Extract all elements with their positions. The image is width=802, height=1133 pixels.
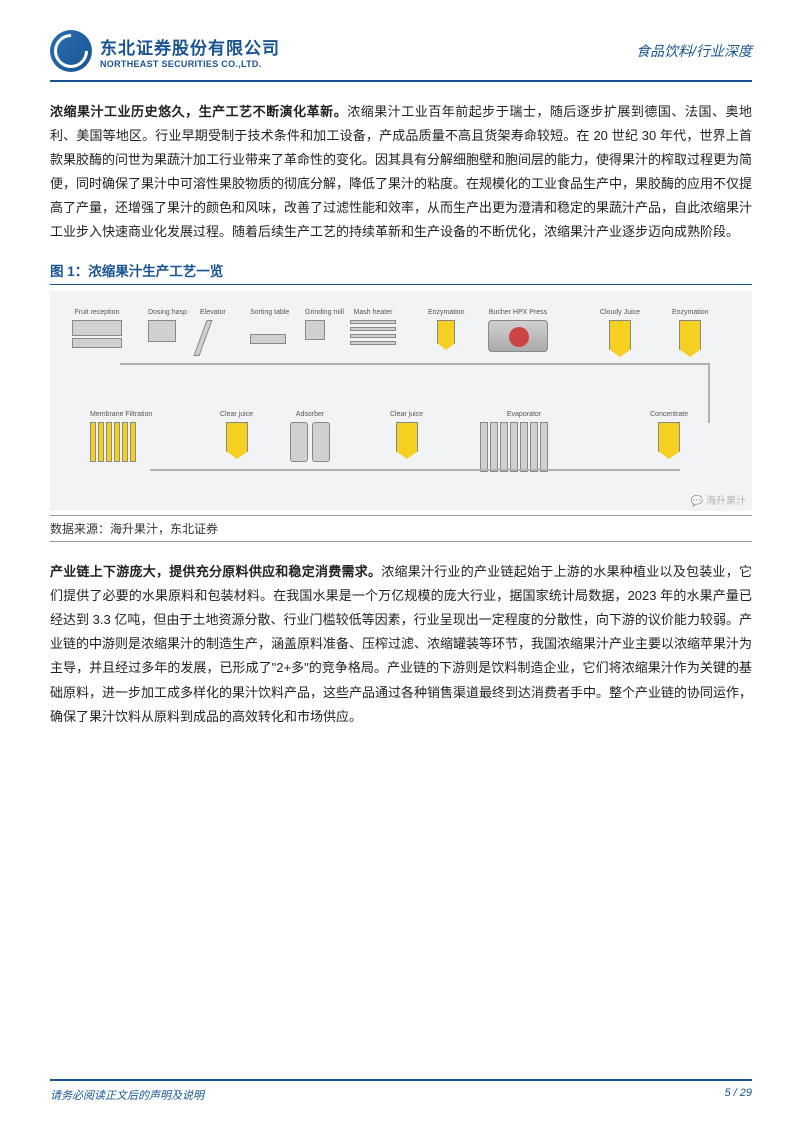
- unit-elevator: Elevator: [200, 309, 226, 356]
- figure-1-title: 图 1：浓缩果汁生产工艺一览: [50, 260, 752, 285]
- unit-enzymation-2: Enzymation: [672, 309, 709, 350]
- para2-body: 浓缩果汁行业的产业链起始于上游的水果种植业以及包装业，它们提供了必要的水果原料和…: [50, 564, 752, 723]
- company-logo-icon: [50, 30, 92, 72]
- unit-concentrate: Concentrate: [650, 411, 688, 452]
- para2-lead: 产业链上下游庞大，提供充分原料供应和稳定消费需求。: [50, 564, 381, 579]
- logo-block: 东北证券股份有限公司 NORTHEAST SECURITIES CO.,LTD.: [50, 30, 280, 72]
- page-header: 东北证券股份有限公司 NORTHEAST SECURITIES CO.,LTD.…: [50, 30, 752, 82]
- unit-mash-heater: Mash heater: [350, 309, 396, 345]
- paragraph-1: 浓缩果汁工业历史悠久，生产工艺不断演化革新。浓缩果汁工业百年前起步于瑞士，随后逐…: [50, 100, 752, 244]
- pipe-top: [120, 363, 710, 365]
- para1-body: 浓缩果汁工业百年前起步于瑞士，随后逐步扩展到德国、法国、奥地利、美国等地区。行业…: [50, 104, 752, 239]
- figure-watermark: 💬 海升果汁: [691, 492, 746, 507]
- doc-category: 食品饮料/行业深度: [636, 41, 752, 61]
- paragraph-2: 产业链上下游庞大，提供充分原料供应和稳定消费需求。浓缩果汁行业的产业链起始于上游…: [50, 560, 752, 728]
- figure-1-diagram: Fruit reception Dosing hasp Elevator Sor…: [50, 291, 752, 511]
- page-footer: 请务必阅读正文后的声明及说明 5 / 29: [50, 1079, 752, 1103]
- unit-sorting-table: Sorting table: [250, 309, 289, 344]
- unit-bucher-press: Bucher HPX Press: [488, 309, 548, 352]
- pipe-bottom: [150, 469, 680, 471]
- unit-enzymation-1: Enzymation: [428, 309, 465, 344]
- unit-fruit-reception: Fruit reception: [72, 309, 122, 348]
- unit-evaporator: Evaporator: [480, 411, 548, 472]
- unit-adsorber: Adsorber: [290, 411, 330, 462]
- unit-dosing-hasp: Dosing hasp: [148, 309, 187, 342]
- unit-membrane-filtration: Membrane Filtration: [90, 411, 152, 462]
- figure-1-source: 数据来源：海升果汁，东北证券: [50, 520, 752, 542]
- footer-page-number: 5 / 29: [724, 1087, 752, 1103]
- unit-clear-juice-2: Clear juice: [390, 411, 423, 452]
- unit-clear-juice-1: Clear juice: [220, 411, 253, 452]
- unit-grinding-mill: Grinding mill: [305, 309, 344, 340]
- para1-lead: 浓缩果汁工业历史悠久，生产工艺不断演化革新。: [50, 104, 347, 119]
- pipe-down: [708, 363, 710, 423]
- unit-cloudy-juice: Cloudy Juice: [600, 309, 640, 350]
- company-name-cn: 东北证券股份有限公司: [100, 34, 280, 59]
- company-name-en: NORTHEAST SECURITIES CO.,LTD.: [100, 59, 280, 69]
- footer-disclaimer: 请务必阅读正文后的声明及说明: [50, 1087, 204, 1103]
